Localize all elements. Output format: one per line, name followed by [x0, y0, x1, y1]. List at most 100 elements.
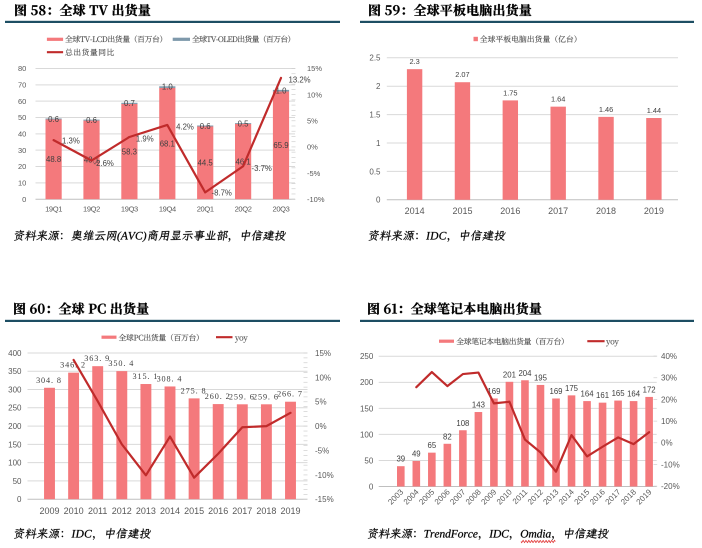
svg-text:0%: 0%	[307, 143, 318, 152]
svg-text:304. 8: 304. 8	[36, 376, 62, 385]
svg-text:80: 80	[18, 64, 26, 73]
svg-text:50: 50	[364, 456, 373, 465]
svg-text:350. 4: 350. 4	[108, 359, 134, 368]
svg-text:19Q2: 19Q2	[83, 205, 100, 214]
svg-text:200: 200	[8, 422, 22, 431]
svg-text:1.3%: 1.3%	[62, 136, 80, 145]
svg-text:1.75: 1.75	[503, 88, 517, 97]
svg-text:10%: 10%	[315, 373, 331, 382]
svg-text:0: 0	[17, 495, 22, 504]
svg-text:-10%: -10%	[661, 460, 680, 469]
svg-text:10%: 10%	[307, 90, 322, 99]
svg-text:15%: 15%	[307, 64, 322, 73]
svg-text:1.5: 1.5	[369, 111, 381, 120]
svg-text:-15%: -15%	[315, 495, 334, 504]
svg-text:-5%: -5%	[315, 446, 329, 455]
svg-text:-10%: -10%	[315, 471, 334, 480]
svg-text:1.44: 1.44	[647, 106, 661, 115]
svg-text:2.3: 2.3	[409, 57, 419, 66]
svg-text:315. 1: 315. 1	[132, 372, 158, 381]
svg-text:-8.7%: -8.7%	[212, 188, 232, 197]
svg-text:165: 165	[612, 389, 626, 398]
svg-text:2011: 2011	[88, 506, 107, 516]
svg-text:2009: 2009	[39, 506, 59, 516]
svg-text:0.6: 0.6	[48, 115, 59, 124]
svg-text:161: 161	[596, 391, 609, 400]
svg-text:40%: 40%	[661, 352, 677, 361]
svg-text:68.1: 68.1	[160, 139, 175, 148]
svg-text:100: 100	[8, 459, 22, 468]
svg-text:1.64: 1.64	[551, 95, 565, 104]
svg-text:0%: 0%	[315, 422, 327, 431]
svg-text:169: 169	[549, 387, 562, 396]
svg-text:65: 65	[427, 441, 436, 450]
svg-text:49: 49	[412, 449, 421, 458]
svg-text:20%: 20%	[661, 395, 677, 404]
svg-text:2: 2	[376, 82, 381, 91]
svg-text:266. 7: 266. 7	[277, 390, 303, 399]
svg-text:175: 175	[565, 384, 579, 393]
svg-text:50: 50	[13, 477, 22, 486]
svg-text:20Q3: 20Q3	[273, 205, 290, 214]
svg-text:2019: 2019	[644, 206, 664, 216]
svg-text:259. 6: 259. 6	[229, 392, 255, 401]
svg-text:1.0: 1.0	[162, 83, 174, 92]
svg-text:300: 300	[8, 385, 22, 394]
svg-text:2010: 2010	[64, 506, 84, 516]
svg-text:5%: 5%	[315, 398, 327, 407]
svg-text:204: 204	[518, 369, 532, 378]
svg-text:13.2%: 13.2%	[289, 75, 311, 84]
svg-text:2014: 2014	[160, 506, 180, 516]
svg-text:-10%: -10%	[307, 195, 325, 204]
svg-text:5%: 5%	[307, 116, 318, 125]
svg-text:2017: 2017	[548, 206, 568, 216]
svg-text:164: 164	[627, 390, 641, 399]
svg-text:250: 250	[360, 352, 374, 361]
svg-text:275. 8: 275. 8	[181, 386, 207, 395]
svg-text:19Q3: 19Q3	[121, 205, 138, 214]
svg-text:400: 400	[8, 349, 22, 358]
svg-text:200: 200	[360, 378, 374, 387]
svg-text:-2.6%: -2.6%	[94, 159, 114, 168]
svg-text:2018: 2018	[256, 506, 276, 516]
svg-text:30%: 30%	[661, 374, 677, 383]
svg-text:259. 6: 259. 6	[253, 392, 279, 401]
svg-text:2013: 2013	[136, 506, 156, 516]
svg-text:46.1: 46.1	[236, 157, 251, 166]
svg-text:39: 39	[396, 455, 405, 464]
svg-text:1: 1	[376, 139, 381, 148]
svg-text:2015: 2015	[184, 506, 204, 516]
svg-text:260. 2: 260. 2	[205, 392, 231, 401]
svg-text:0: 0	[376, 196, 381, 205]
svg-text:0%: 0%	[661, 439, 673, 448]
svg-text:10%: 10%	[661, 417, 677, 426]
svg-text:201: 201	[503, 370, 516, 379]
svg-text:19Q1: 19Q1	[45, 205, 62, 214]
svg-text:250: 250	[8, 404, 22, 413]
svg-text:50: 50	[18, 113, 26, 122]
svg-text:-3.7%: -3.7%	[252, 164, 272, 173]
svg-text:-5%: -5%	[307, 169, 321, 178]
svg-text:2017: 2017	[232, 506, 252, 516]
svg-text:44.5: 44.5	[198, 159, 214, 168]
svg-text:1.46: 1.46	[599, 105, 613, 114]
svg-text:195: 195	[534, 373, 548, 382]
svg-text:40: 40	[18, 130, 26, 139]
svg-text:0.6: 0.6	[86, 116, 97, 125]
svg-text:150: 150	[360, 404, 374, 413]
svg-text:2015: 2015	[452, 206, 472, 216]
svg-text:30: 30	[18, 146, 26, 155]
svg-text:0.5: 0.5	[369, 167, 381, 176]
svg-text:0: 0	[369, 482, 374, 491]
svg-text:108: 108	[456, 419, 469, 428]
svg-text:172: 172	[643, 385, 656, 394]
svg-text:164: 164	[581, 390, 595, 399]
svg-text:70: 70	[18, 81, 26, 90]
svg-text:0: 0	[22, 195, 26, 204]
svg-text:346. 2: 346. 2	[60, 361, 86, 370]
svg-text:20: 20	[18, 162, 26, 171]
svg-text:65.9: 65.9	[273, 141, 288, 150]
svg-text:2012: 2012	[112, 506, 132, 516]
svg-text:20Q1: 20Q1	[197, 205, 214, 214]
svg-text:363. 9: 363. 9	[84, 354, 110, 363]
